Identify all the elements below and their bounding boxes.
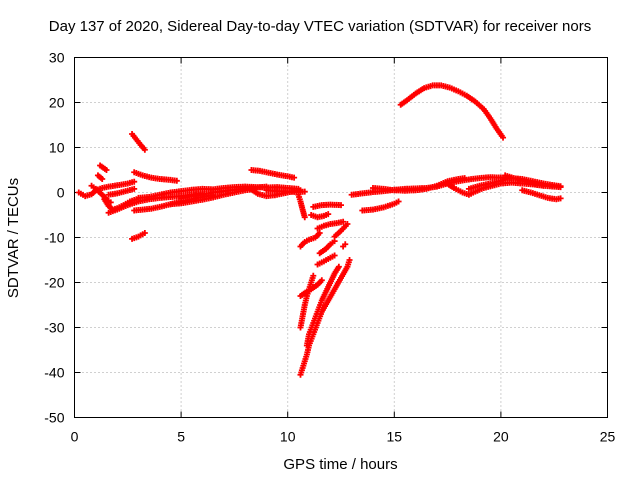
x-tick-label: 0 — [71, 429, 79, 445]
series-track-18 — [295, 191, 308, 221]
y-tick-label: -50 — [44, 410, 64, 426]
x-tick-label: 15 — [387, 429, 403, 445]
series-track-21 — [297, 272, 317, 331]
series-track-19 — [297, 230, 323, 250]
data-point — [325, 211, 332, 218]
x-tick-label: 5 — [177, 429, 185, 445]
y-axis-label: SDTVAR / TECUs — [5, 177, 22, 299]
series-track-01 — [75, 178, 138, 200]
x-axis-tick-labels: 0 5 10 15 20 25 — [71, 429, 616, 445]
series-track-28 — [316, 238, 338, 257]
y-tick-label: -30 — [44, 320, 64, 336]
series-track-29 — [331, 221, 351, 240]
y-tick-label: 0 — [57, 185, 65, 201]
data-point — [342, 241, 349, 248]
series-track-30 — [340, 241, 349, 250]
data-point — [540, 182, 547, 189]
x-tick-label: 10 — [280, 429, 296, 445]
y-tick-label: -20 — [44, 275, 64, 291]
series-track-06 — [105, 185, 138, 198]
grid-lines — [74, 57, 608, 418]
x-tick-label: 20 — [493, 429, 509, 445]
data-point — [395, 198, 402, 205]
data-series — [75, 82, 564, 378]
data-point — [344, 221, 351, 227]
y-tick-label: -40 — [44, 365, 64, 381]
series-track-22 — [297, 257, 353, 378]
series-track-09 — [129, 230, 148, 242]
data-point — [500, 134, 507, 141]
series-track-08 — [129, 131, 148, 153]
data-point — [301, 188, 308, 195]
series-track-24 — [308, 211, 332, 221]
series-track-38 — [519, 187, 564, 203]
data-point — [338, 202, 344, 209]
data-point — [340, 218, 347, 225]
series-track-27 — [314, 252, 338, 268]
data-point — [301, 214, 308, 221]
y-tick-label: 30 — [49, 50, 65, 66]
data-point — [99, 176, 106, 182]
y-tick-label: 10 — [49, 140, 65, 156]
series-track-34 — [397, 82, 507, 141]
y-tick-label: -10 — [44, 230, 64, 246]
x-axis-label: GPS time / hours — [283, 456, 398, 473]
data-point — [141, 146, 148, 153]
data-point — [310, 272, 317, 279]
series-track-15 — [248, 167, 298, 181]
data-point — [316, 230, 323, 236]
series-track-04 — [94, 172, 106, 182]
data-point — [103, 167, 110, 173]
series-track-14 — [178, 183, 270, 202]
data-point — [173, 177, 180, 184]
data-point — [557, 195, 564, 202]
data-point — [335, 263, 342, 270]
data-point — [557, 184, 564, 191]
data-point — [461, 175, 468, 182]
data-point — [291, 174, 298, 181]
data-point — [131, 185, 138, 192]
data-point — [318, 277, 325, 284]
chart-title: Day 137 of 2020, Sidereal Day-to-day VTE… — [48, 18, 592, 35]
y-tick-label: 20 — [49, 95, 65, 111]
data-point — [331, 252, 338, 259]
series-track-37 — [502, 172, 547, 189]
data-point — [346, 257, 353, 263]
series-track-10 — [131, 169, 180, 184]
series-track-33 — [359, 198, 402, 214]
plot-frame — [74, 57, 608, 418]
data-point — [141, 230, 148, 236]
series-track-03 — [97, 162, 110, 173]
data-point — [131, 178, 138, 185]
series-track-23 — [303, 263, 342, 349]
y-axis-tick-labels: -50 -40 -30 -20 -10 0 10 20 30 — [44, 50, 64, 426]
series-track-26 — [314, 218, 347, 232]
axis-ticks — [74, 57, 608, 418]
series-track-25 — [310, 201, 344, 210]
x-tick-label: 25 — [600, 429, 616, 445]
